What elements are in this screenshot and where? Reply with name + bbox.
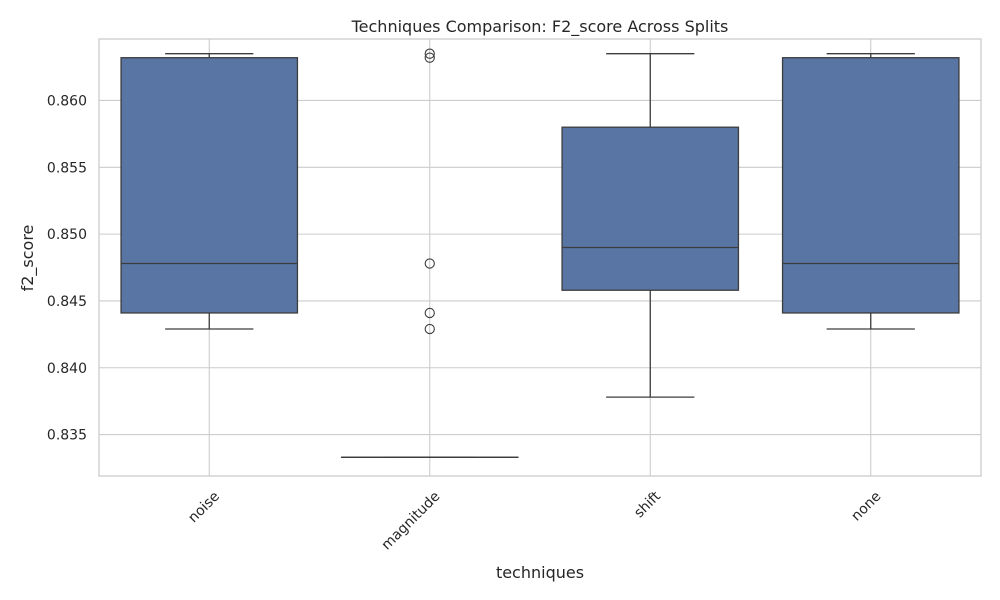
chart-title: Techniques Comparison: F2_score Across S… bbox=[351, 17, 729, 37]
iqr-box bbox=[120, 57, 299, 314]
box-layer bbox=[120, 48, 960, 458]
box-group-shift bbox=[561, 53, 740, 398]
y-tick-label: 0.835 bbox=[47, 428, 87, 444]
x-tick-label-shift: shift bbox=[631, 488, 664, 521]
y-tick-label: 0.860 bbox=[47, 93, 87, 109]
y-tick-labels: 0.835 0.840 0.845 0.850 0.855 0.860 bbox=[47, 93, 87, 443]
x-tick-labels: noise magnitude shift none bbox=[185, 488, 884, 553]
y-tick-label: 0.845 bbox=[47, 294, 87, 310]
x-tick-label-noise: noise bbox=[185, 488, 223, 526]
outlier-point bbox=[424, 48, 435, 59]
outlier-point bbox=[424, 307, 435, 319]
y-tick-label: 0.855 bbox=[47, 160, 87, 176]
outlier-point bbox=[424, 258, 435, 269]
y-tick-label: 0.850 bbox=[47, 227, 87, 243]
plot-frame bbox=[98, 38, 982, 477]
iqr-box bbox=[781, 57, 960, 314]
box-group-noise bbox=[120, 53, 299, 330]
box-group-none bbox=[781, 53, 960, 330]
x-tick-label-none: none bbox=[848, 488, 884, 524]
y-axis-label: f2_score bbox=[18, 225, 38, 292]
box-group-magnitude bbox=[340, 48, 519, 458]
iqr-box bbox=[561, 126, 740, 291]
outlier-point bbox=[424, 52, 435, 63]
x-tick-label-magnitude: magnitude bbox=[379, 488, 444, 553]
y-tick-label: 0.840 bbox=[47, 361, 87, 377]
outlier-point bbox=[424, 323, 435, 335]
x-axis-label: techniques bbox=[496, 563, 584, 582]
